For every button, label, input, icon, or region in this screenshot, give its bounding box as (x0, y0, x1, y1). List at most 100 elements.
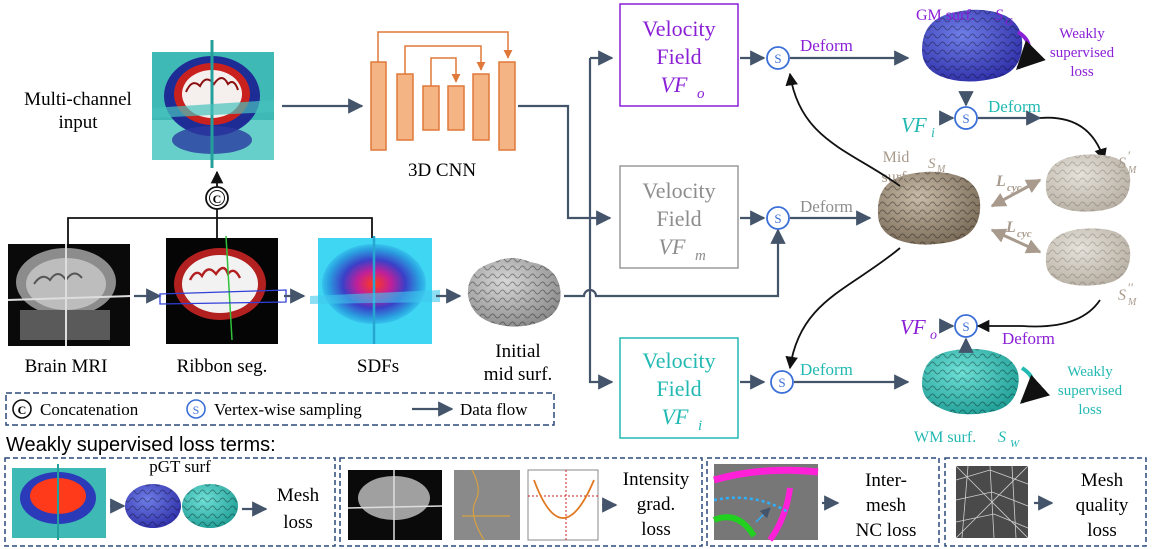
multichannel-label-line2: input (58, 112, 98, 133)
svg-text:W: W (1010, 438, 1020, 450)
svg-text:M: M (936, 164, 946, 175)
concatenation-node: C (205, 186, 229, 210)
intensity-gradient-plot (527, 469, 599, 541)
svg-text:G: G (1005, 16, 1013, 28)
mesh-loss-label-1: Mesh (277, 485, 320, 506)
initial-mid-surface (467, 258, 561, 327)
vfi-cross-label: VF (901, 113, 927, 137)
sdfs-label: SDFs (357, 356, 399, 377)
mid-surface (877, 171, 981, 245)
velocity-field-i-box: Velocity Field VF i (619, 337, 739, 439)
velocity-field-o-box: Velocity Field VF o (619, 3, 739, 107)
concat-symbol: C (213, 192, 222, 206)
wm-weak-loss-2: supervised (1058, 383, 1123, 399)
loss-terms-title: Weakly supervised loss terms: (6, 434, 276, 456)
legend-sampling: Vertex-wise sampling (214, 400, 362, 419)
deform-label-gm: Deform (800, 36, 853, 55)
intensity-loss-label-1: Intensity (623, 469, 690, 490)
vfo-cross-label: VF (900, 315, 926, 339)
svg-text:S: S (995, 7, 1003, 24)
cnn-to-vfm-arrow (518, 104, 612, 226)
wm-weak-loss-3: loss (1078, 402, 1102, 418)
legend-concatenation: Concatenation (40, 400, 139, 419)
legend-data-flow: Data flow (460, 400, 528, 419)
svg-text:i: i (698, 418, 702, 434)
svg-text:S: S (998, 429, 1006, 446)
gm-weak-loss-loop (1016, 30, 1046, 70)
gm-weak-loss-2: supervised (1050, 45, 1115, 61)
to-sm-prime-arrow (1039, 116, 1107, 162)
initial-mid-to-sampling-arrow (564, 228, 786, 298)
pgt-gm-surface (125, 484, 181, 528)
concat-bracket (67, 217, 373, 245)
wm-surface (922, 348, 1019, 415)
cycle-loss-label-top: L (995, 173, 1006, 190)
quality-loss-panel (944, 457, 1147, 547)
mesh-quality-image (955, 465, 1029, 539)
svg-text:S: S (962, 319, 969, 334)
svg-text:′: ′ (1128, 148, 1131, 163)
svg-text:Velocity: Velocity (642, 178, 715, 203)
svg-text:VF: VF (662, 404, 689, 429)
gm-surface (922, 9, 1023, 82)
svg-text:o: o (697, 86, 705, 102)
nc-loss-label-1: Inter- (865, 470, 907, 491)
initial-mid-label-line1: Initial (495, 341, 540, 362)
deform-label-wm: Deform (800, 360, 853, 379)
gm-surf-label: GM surf. (916, 7, 975, 24)
pgt-wm-surface (182, 484, 238, 528)
sampling-node-bot: S (770, 370, 794, 394)
sm-dprime-surface (1045, 228, 1131, 286)
ribbon-seg-image (159, 235, 287, 344)
mesh-loss-input-image (12, 464, 106, 540)
svg-text:i: i (931, 126, 935, 141)
quality-loss-label-1: Mesh (1081, 470, 1124, 491)
mid-to-top-sampling-curve (785, 72, 901, 187)
nc-loss-label-3: NC loss (856, 520, 917, 541)
sm-prime-label: S (1118, 155, 1126, 172)
cnn-to-vfi-arrow (588, 58, 614, 390)
sampling-node-wm: S (954, 314, 978, 338)
intensity-patch-image (454, 469, 520, 541)
mid-surf-label-2: surf. (882, 169, 911, 186)
deform-label-mid: Deform (800, 197, 853, 216)
initial-mid-label-line2: mid surf. (484, 364, 553, 385)
brain-mri-image (7, 244, 131, 346)
cycle-loss-label-bot: L (1005, 219, 1016, 236)
svg-text:VF: VF (659, 234, 686, 259)
svg-text:cyc: cyc (1007, 182, 1022, 194)
nc-loss-image (712, 464, 819, 542)
multichannel-input-image (152, 40, 274, 168)
cycle-loss-arrow-bot (990, 228, 1042, 254)
svg-text:Field: Field (656, 44, 701, 69)
gm-weak-loss-3: loss (1070, 64, 1094, 80)
svg-text:cyc: cyc (1017, 228, 1032, 240)
svg-text:S: S (778, 375, 785, 390)
mesh-loss-label-2: loss (283, 512, 313, 533)
wm-surf-label: WM surf. (914, 429, 976, 446)
sdf-image (310, 236, 440, 344)
intensity-loss-panel (339, 457, 703, 547)
intensity-mri-image (347, 470, 443, 540)
quality-loss-label-2: quality (1076, 495, 1129, 516)
svg-text:Velocity: Velocity (642, 348, 715, 373)
wm-weak-loss-1: Weakly (1067, 364, 1113, 380)
svg-text:Field: Field (656, 206, 701, 231)
sampling-node-mid: S (766, 206, 790, 230)
legend-concat-icon: C (12, 399, 32, 419)
velocity-field-m-box: Velocity Field VF m (619, 165, 739, 269)
mid-to-bot-sampling-curve (785, 247, 901, 370)
svg-text:VF: VF (661, 72, 688, 97)
sampling-node-gm: S (954, 106, 978, 130)
svg-text:S: S (193, 403, 200, 417)
quality-loss-label-3: loss (1087, 520, 1117, 541)
svg-text:m: m (695, 248, 706, 264)
legend-sampling-icon: S (186, 399, 206, 419)
svg-text:S: S (962, 111, 969, 126)
from-sm-dprime-arrow (976, 299, 1101, 333)
cnn-block (370, 31, 516, 151)
sm-dprime-label: S (1118, 287, 1126, 304)
multichannel-label-line1: Multi-channel (24, 89, 132, 110)
pgt-surf-label: pGT surf (149, 457, 211, 476)
